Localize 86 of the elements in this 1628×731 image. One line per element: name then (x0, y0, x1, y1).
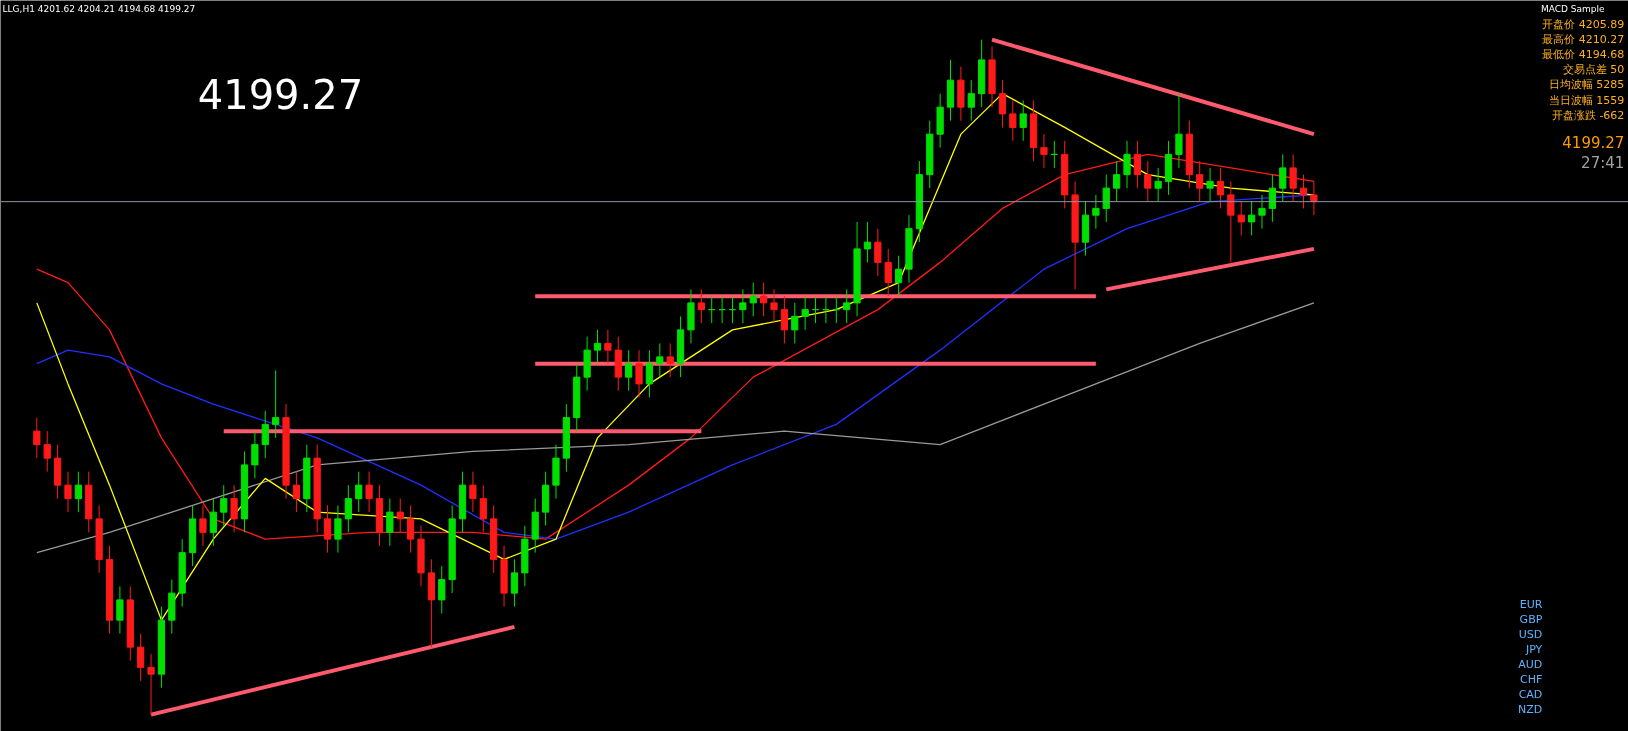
candlestick (843, 288, 851, 324)
candlestick (749, 282, 757, 317)
text: GBP (1519, 613, 1543, 627)
candlestick (510, 558, 519, 608)
text: 当日波幅 1559 (1548, 93, 1625, 107)
candlestick (1227, 180, 1235, 263)
candlestick (760, 282, 768, 317)
text: 交易点差 50 (1562, 63, 1625, 77)
candlestick (635, 349, 643, 398)
candlestick (209, 498, 217, 547)
candlestick (1144, 160, 1152, 203)
candlestick (261, 410, 269, 459)
candlestick (1009, 99, 1017, 142)
candlestick (1040, 133, 1048, 169)
candlestick (1154, 167, 1162, 203)
text: 4199.27 (1562, 134, 1625, 153)
annotation: 4199.27 (197, 71, 364, 118)
text: 日均波幅 5285 (1548, 78, 1625, 92)
candlestick (1019, 99, 1027, 142)
text: NZD (1518, 703, 1543, 717)
candlestick (469, 471, 477, 513)
text: 27:41 (1581, 154, 1625, 173)
candlestick (780, 295, 789, 344)
candlestick (116, 585, 124, 635)
candlestick (1113, 160, 1121, 203)
candlestick (874, 228, 882, 277)
candlestick (396, 498, 404, 533)
text: EUR (1519, 598, 1543, 612)
candlestick (355, 471, 363, 513)
candlestick (894, 255, 903, 297)
candlestick (863, 221, 872, 263)
candlestick (1102, 174, 1110, 223)
candlestick (251, 430, 259, 479)
candlestick (479, 484, 487, 533)
candlestick (801, 295, 809, 331)
text: CHF (1520, 673, 1543, 687)
text: 开盘涨跌 -662 (1551, 108, 1625, 122)
candlestick (334, 504, 342, 554)
candlestick (593, 329, 602, 365)
candlestick (137, 633, 145, 682)
candlestick (344, 484, 352, 533)
candlestick (1196, 160, 1204, 203)
text: 开盘价 4205.89 (1542, 17, 1625, 31)
candlestick (220, 484, 228, 527)
candlestick (1279, 153, 1287, 203)
candlestick (697, 288, 705, 324)
candlestick (365, 471, 373, 513)
candlestick (666, 342, 674, 378)
candlestick (1299, 174, 1308, 209)
text: 最高价 4210.27 (1542, 32, 1625, 46)
candlestick (33, 417, 41, 459)
candlestick (770, 288, 778, 324)
text: LLG,H1 4201.62 4204.21 4194.68 4199.27 (2, 3, 196, 14)
candlestick (43, 430, 51, 473)
candlestick (739, 288, 747, 324)
candlestick (645, 349, 654, 398)
candlestick (230, 484, 238, 533)
candlestick (656, 342, 664, 378)
candlestick (1258, 194, 1266, 230)
candlestick (386, 498, 394, 547)
text: 最低价 4194.68 (1542, 48, 1625, 61)
candlestick (272, 369, 280, 439)
text: MACD Sample (1541, 3, 1606, 14)
candlestick (292, 471, 301, 513)
candlestick (791, 302, 799, 344)
candlestick (1268, 174, 1276, 223)
text: USD (1518, 628, 1543, 642)
candlestick (884, 248, 892, 297)
candlestick (64, 471, 72, 513)
candlestick (1237, 201, 1245, 236)
text: JPY (1524, 643, 1543, 657)
candlestick (1092, 194, 1100, 230)
candlestick (1123, 140, 1131, 189)
candlestick (1216, 167, 1225, 209)
candlestick (998, 79, 1007, 128)
candlestick (604, 329, 612, 365)
candlestick (1206, 167, 1214, 203)
candlestick (147, 653, 155, 716)
text: CAD (1518, 688, 1543, 702)
candlestick (625, 349, 633, 392)
candlestick (1175, 93, 1183, 169)
candlestick (1247, 201, 1256, 236)
text: AUD (1518, 658, 1543, 672)
candlestick (74, 471, 82, 513)
candlestick (438, 565, 446, 614)
candlestick (967, 79, 975, 122)
